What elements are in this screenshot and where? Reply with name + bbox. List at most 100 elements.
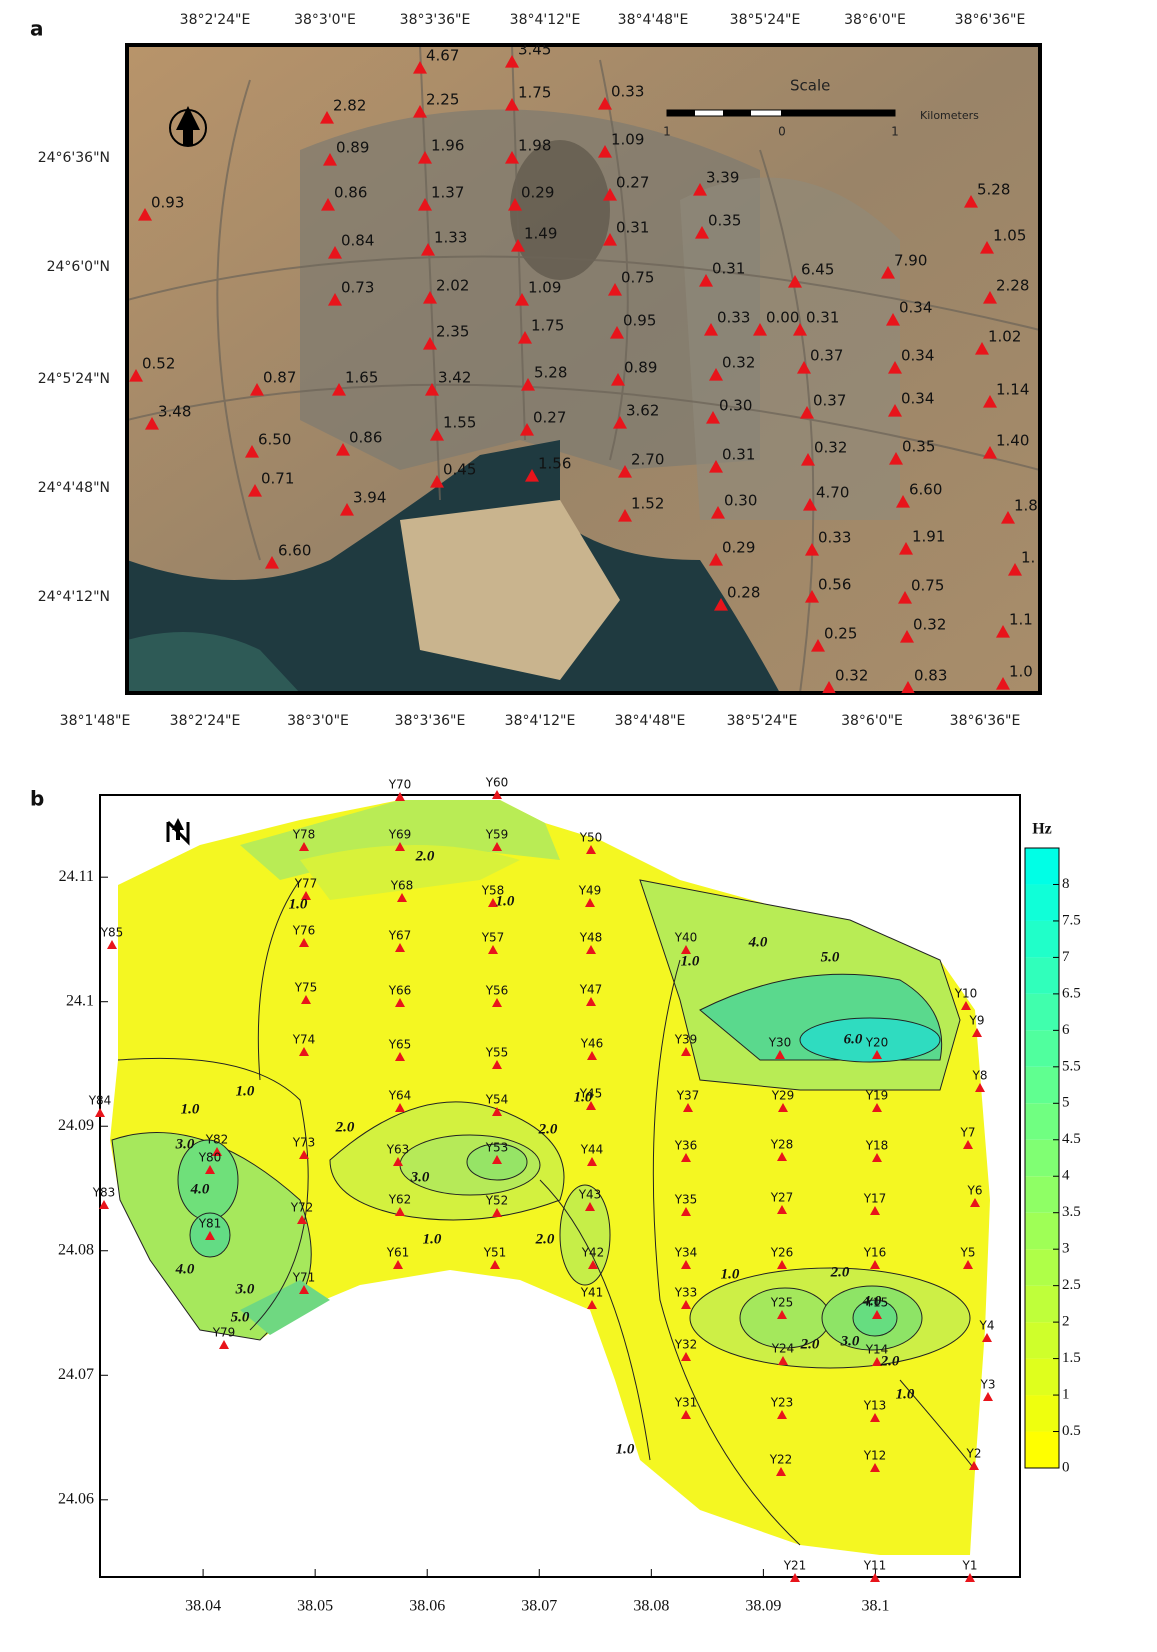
station-label: Y43: [578, 1188, 602, 1202]
sample-value: 1.0: [1009, 663, 1033, 681]
sample-value: 0.86: [349, 429, 382, 447]
station-label: Y83: [92, 1186, 116, 1200]
sample-value: 1.52: [631, 495, 664, 513]
station-label: Y66: [388, 984, 412, 998]
sample-value: 1.75: [531, 317, 564, 335]
station-label: Y76: [292, 924, 316, 938]
x-tick-label: 38°6'36"E: [950, 713, 1021, 729]
sample-value: 1.56: [538, 455, 571, 473]
contour-label: 2.0: [880, 1353, 900, 1369]
station-label: Y18: [865, 1139, 889, 1153]
station-label: Y77: [294, 877, 318, 891]
sample-value: 1.09: [611, 131, 644, 149]
x-tick-label: 38.1: [861, 1598, 889, 1615]
sample-value: 0.27: [533, 409, 566, 427]
colorbar-band: [1025, 994, 1059, 1030]
colorbar-band: [1025, 1286, 1059, 1322]
sample-value: 2.02: [436, 277, 469, 295]
station-label: Y33: [674, 1286, 698, 1300]
contour-label: 4.0: [175, 1261, 195, 1277]
colorbar-band: [1025, 921, 1059, 957]
sample-value: 0.33: [818, 529, 851, 547]
sample-value: 0.30: [719, 397, 752, 415]
scale-tick: 1: [891, 125, 899, 139]
station-label: Y46: [580, 1037, 604, 1051]
sample-value: 0.32: [722, 354, 755, 372]
station-label: Y56: [485, 984, 509, 998]
station-label: Y53: [485, 1141, 509, 1155]
sample-value: 1.14: [996, 381, 1029, 399]
colorbar-tick-label: 6: [1062, 1022, 1070, 1038]
colorbar-band: [1025, 1067, 1059, 1103]
contour-label: 3.0: [235, 1281, 255, 1297]
y-tick-label: 24.11: [59, 868, 94, 885]
sample-value: 0.00: [766, 309, 799, 327]
sample-value: 0.33: [717, 309, 750, 327]
x-tick-label: 38°3'0"E: [287, 713, 349, 729]
sample-value: 2.25: [426, 91, 459, 109]
sample-value: 6.45: [801, 261, 834, 279]
station-label: Y4: [979, 1319, 995, 1333]
station-label: Y29: [771, 1089, 795, 1103]
station-label: Y57: [481, 931, 505, 945]
contour-label: 1.0: [574, 1089, 593, 1105]
station-label: Y13: [863, 1399, 887, 1413]
station-label: Y24: [771, 1342, 795, 1356]
y-tick-label: 24.1: [66, 992, 94, 1009]
x-tick-label: 38°2'24"E: [170, 713, 241, 729]
colorbar-tick-label: 4: [1062, 1168, 1070, 1184]
scale-tick: 1: [663, 125, 671, 139]
y-tick-label: 24.06: [58, 1490, 94, 1507]
sample-value: 1.8: [1014, 497, 1038, 515]
station-label: Y3: [980, 1378, 996, 1392]
sample-value: 0.87: [263, 369, 296, 387]
scale-tick: 0: [778, 125, 786, 139]
sample-value: 4.70: [816, 484, 849, 502]
sample-value: 0.27: [616, 174, 649, 192]
sample-value: 0.73: [341, 279, 374, 297]
scale-title: Scale: [790, 77, 830, 95]
station-label: Y81: [198, 1217, 222, 1231]
station-label: Y23: [770, 1396, 794, 1410]
colorbar-band: [1025, 1176, 1059, 1212]
contour-label: 1.0: [496, 893, 515, 909]
station-label: Y26: [770, 1246, 794, 1260]
station-label: Y51: [483, 1246, 507, 1260]
sample-value: 1.40: [996, 432, 1029, 450]
sample-value: 0.95: [623, 312, 656, 330]
page: {"panel_a": {"label": "a", "top_ticks": …: [0, 0, 1157, 1652]
sample-value: 1.91: [912, 528, 945, 546]
sample-value: 0.75: [621, 269, 654, 287]
sample-value: 0.35: [902, 438, 935, 456]
station-label: Y71: [292, 1271, 316, 1285]
colorbar-tick-label: 3: [1062, 1241, 1070, 1257]
station-label: Y19: [865, 1089, 889, 1103]
sample-value: 3.62: [626, 402, 659, 420]
station-label: Y28: [770, 1138, 794, 1152]
station-label: Y7: [960, 1126, 976, 1140]
sample-value: 3.39: [706, 169, 739, 187]
sample-value: 1.33: [434, 229, 467, 247]
colorbar-tick-label: 8: [1062, 876, 1070, 892]
station-label: Y20: [865, 1036, 889, 1050]
x-tick-label: 38°4'12"E: [505, 713, 576, 729]
colorbar-tick-label: 0.5: [1062, 1423, 1081, 1439]
x-tick-label: 38°5'24"E: [727, 713, 798, 729]
sample-value: 1.55: [443, 414, 476, 432]
sample-value: 1.1: [1009, 611, 1033, 629]
station-label: Y82: [205, 1133, 229, 1147]
station-label: Y17: [863, 1192, 887, 1206]
x-tick-label: 38°3'36"E: [400, 12, 471, 28]
colorbar-band: [1025, 1249, 1059, 1285]
sample-value: 0.31: [616, 219, 649, 237]
station-label: Y32: [674, 1338, 698, 1352]
station-label: Y25: [770, 1296, 794, 1310]
station-label: Y67: [388, 929, 412, 943]
sample-value: 4.67: [426, 47, 459, 65]
sample-value: 1.96: [431, 137, 464, 155]
station-label: Y78: [292, 828, 316, 842]
panel-label: a: [30, 17, 44, 41]
y-tick-label: 24°4'48"N: [38, 480, 110, 496]
station-label: Y37: [676, 1089, 700, 1103]
sample-value: 0.37: [813, 392, 846, 410]
